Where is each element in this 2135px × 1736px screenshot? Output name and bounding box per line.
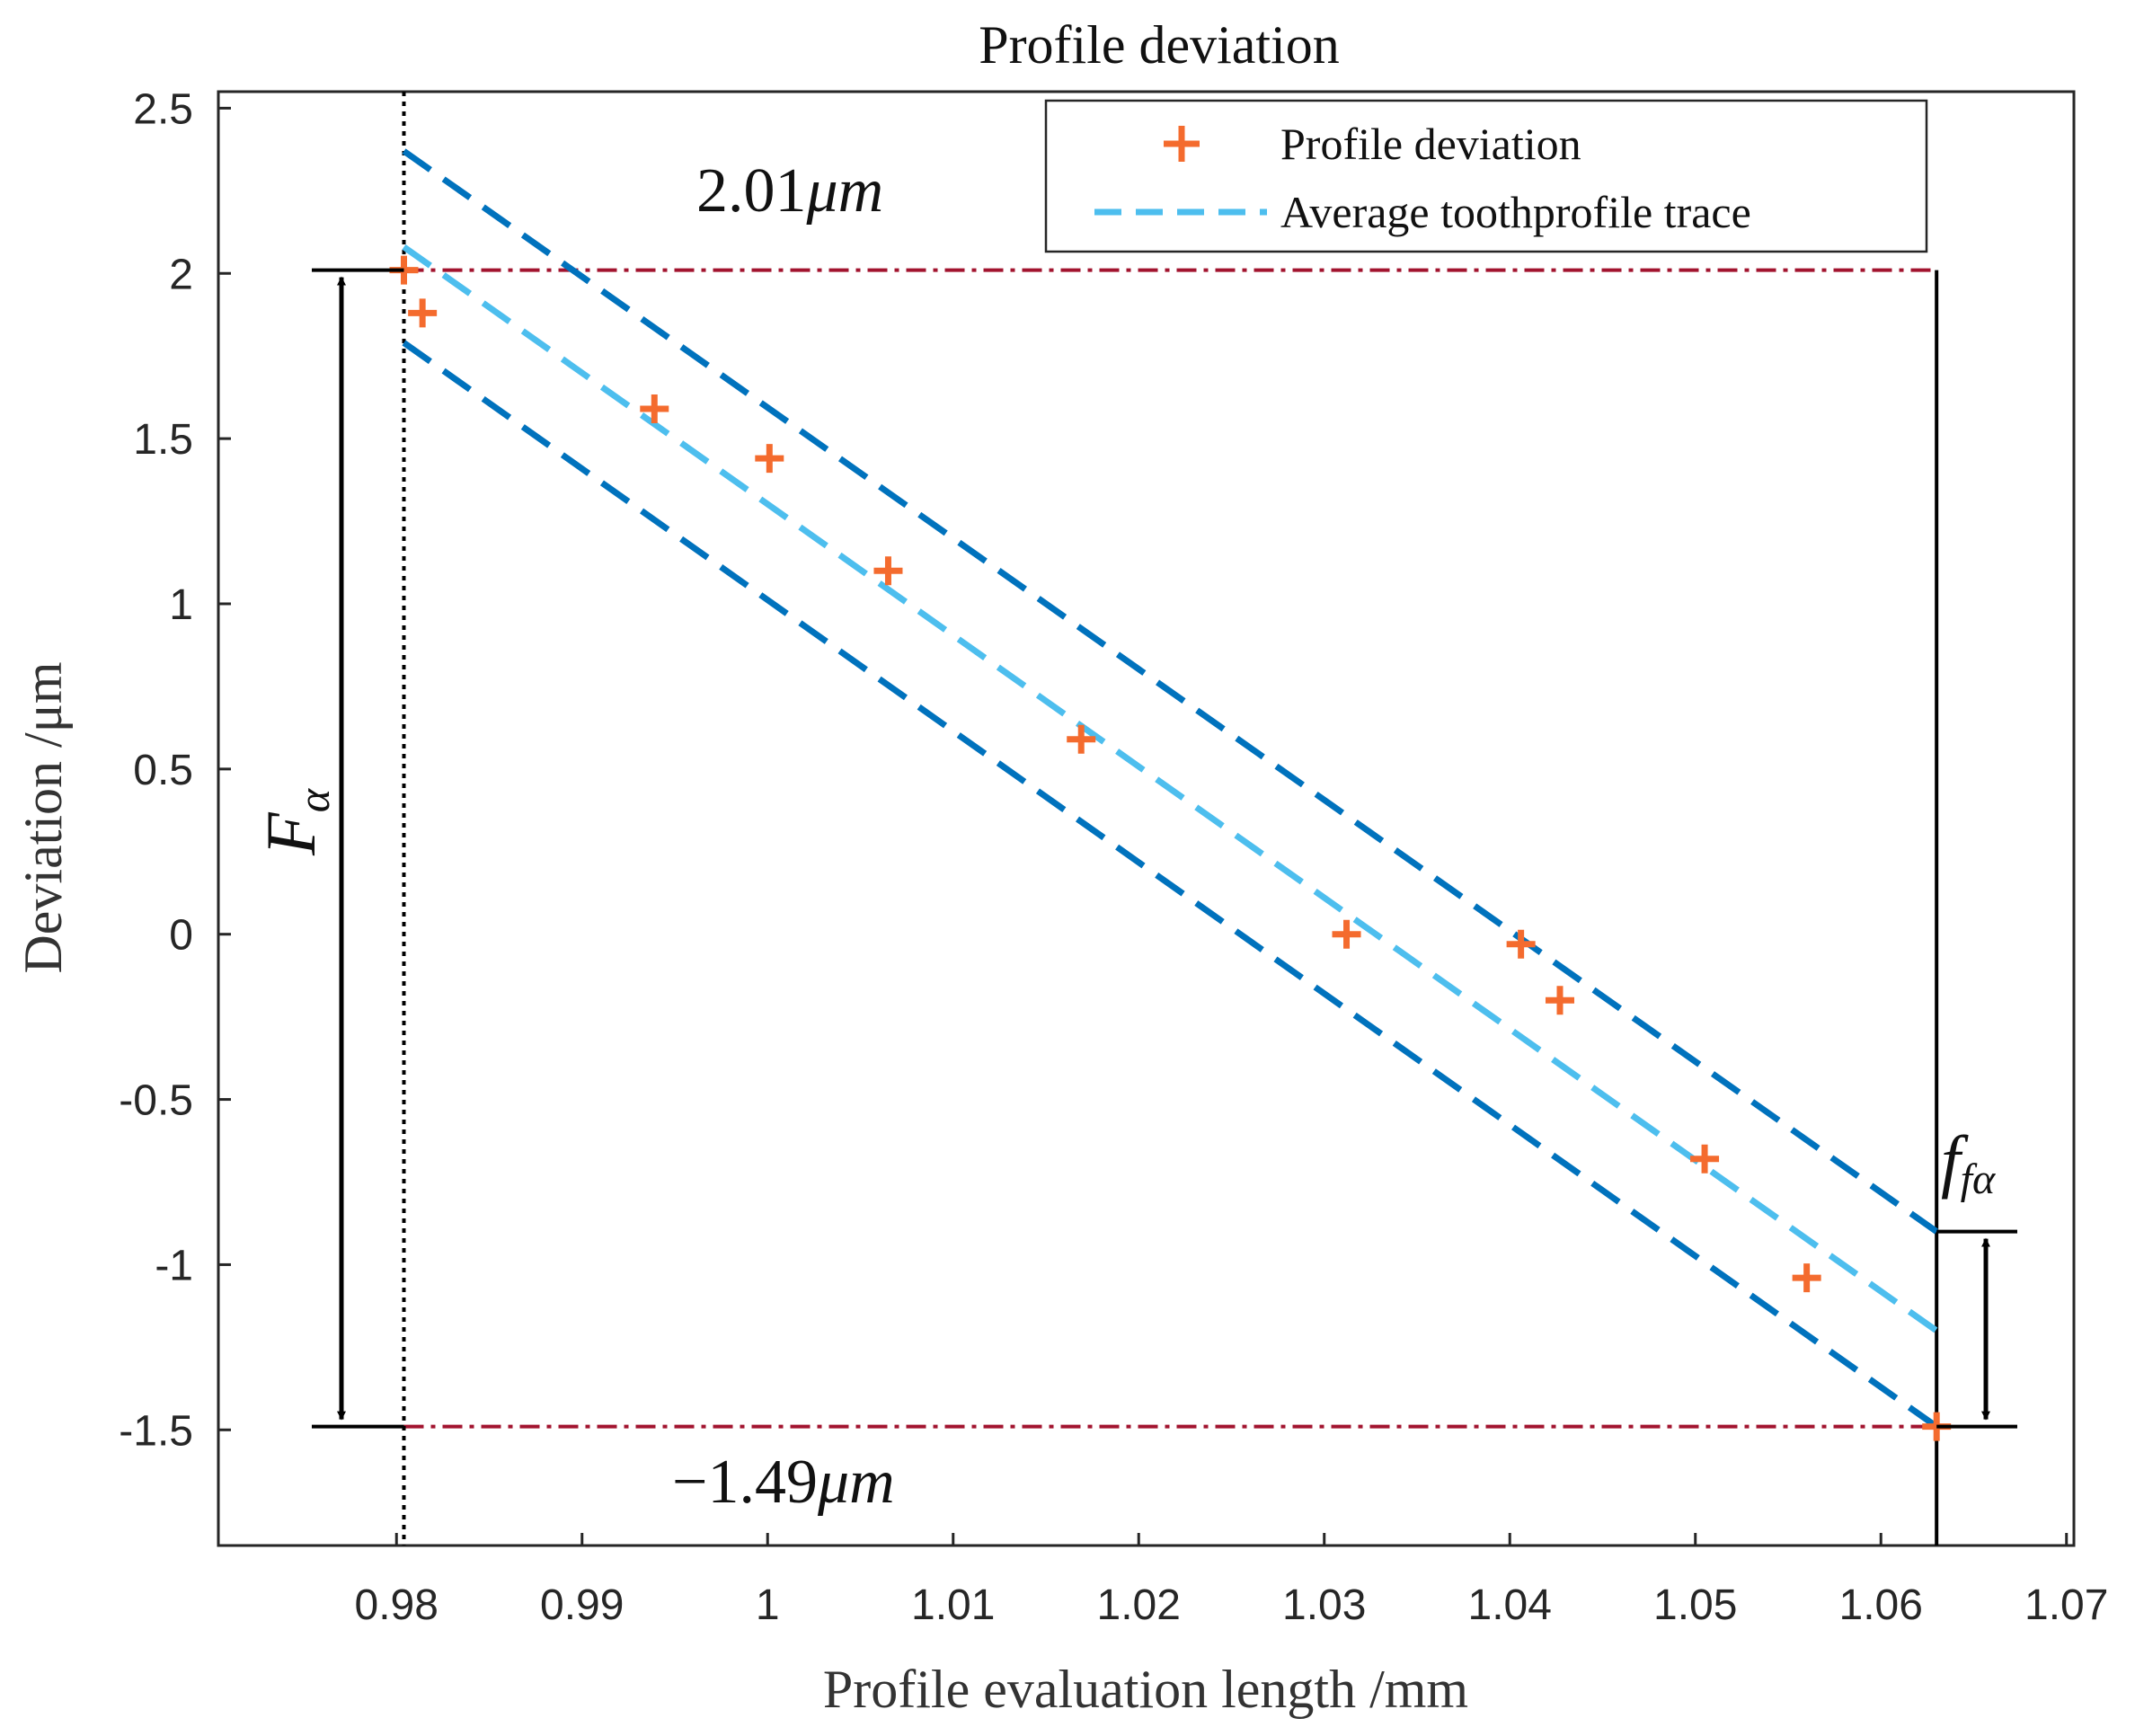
max-deviation-unit: μm: [806, 156, 884, 226]
y-tick-label: -1.5: [119, 1407, 193, 1455]
y-tick-label: 1.5: [133, 416, 193, 464]
lower-bound-line: [402, 340, 1939, 1430]
x-tick-label: 1.05: [1653, 1581, 1737, 1629]
x-tick-label: 1.02: [1097, 1581, 1181, 1629]
legend-box: [1044, 99, 1928, 253]
chart-title: Profile deviation: [979, 15, 1340, 75]
axis-ticks: 0.98 0.99 1 1.01 1.02 1.03 1.04 1.05 1.06 1.07 2.5…: [119, 85, 2108, 1629]
x-tick-label: 1.01: [911, 1581, 995, 1629]
x-tick-label: 1.06: [1839, 1581, 1923, 1629]
total-deviation-letter: F: [252, 811, 330, 856]
x-axis-label: Profile evaluation length /mm: [823, 1660, 1468, 1719]
x-tick-label: 0.99: [540, 1581, 624, 1629]
deviation-point: [755, 444, 784, 474]
average-trace-line: [402, 244, 1939, 1333]
x-tick-label: 1.03: [1282, 1581, 1366, 1629]
deviation-point: [1332, 919, 1361, 949]
y-tick-label: 0.5: [133, 747, 193, 794]
deviation-point: [873, 556, 903, 586]
total-deviation-subscript: α: [288, 787, 339, 812]
min-deviation-label: −1.49μm: [672, 1448, 895, 1517]
y-tick-label: 1: [169, 581, 193, 629]
y-tick-label: 2: [169, 251, 193, 298]
deviation-point: [1690, 1144, 1720, 1174]
deviation-point: [640, 394, 669, 424]
deviation-point: [1067, 724, 1096, 754]
annotations: [312, 268, 2017, 1429]
x-tick-label: 1.04: [1468, 1581, 1552, 1629]
upper-bound-line: [402, 148, 1939, 1235]
min-deviation-value: −1.49: [672, 1448, 818, 1517]
y-axis-label: Deviation /μm: [13, 661, 73, 973]
max-deviation-value: 2.01: [696, 156, 807, 226]
x-tick-label: 1: [756, 1581, 780, 1629]
x-tick-label: 0.98: [355, 1581, 439, 1629]
min-deviation-unit: μm: [817, 1448, 895, 1517]
total-profile-deviation-symbol: Fα: [252, 787, 339, 856]
deviation-point: [408, 298, 438, 328]
y-tick-label: -1: [155, 1242, 193, 1289]
form-deviation-subscript: fα: [1961, 1156, 1996, 1203]
deviation-bounds: [402, 148, 1939, 1430]
legend: Profile deviation Average toothprofile t…: [1044, 99, 1928, 253]
deviation-point: [1545, 986, 1574, 1015]
legend-label-average-trace: Average toothprofile trace: [1280, 187, 1751, 237]
y-tick-label: 2.5: [133, 85, 193, 133]
max-deviation-label: 2.01μm: [696, 156, 883, 226]
reference-lines: [402, 92, 1939, 1546]
y-tick-label: 0: [169, 912, 193, 960]
deviation-point: [1506, 929, 1536, 959]
legend-label-profile-deviation: Profile deviation: [1280, 119, 1581, 169]
legend-scatter-marker: [1164, 126, 1200, 162]
y-tick-label: -0.5: [119, 1077, 193, 1125]
deviation-point: [1792, 1263, 1821, 1293]
x-tick-label: 1.07: [2024, 1581, 2108, 1629]
data-series: [389, 244, 1952, 1441]
